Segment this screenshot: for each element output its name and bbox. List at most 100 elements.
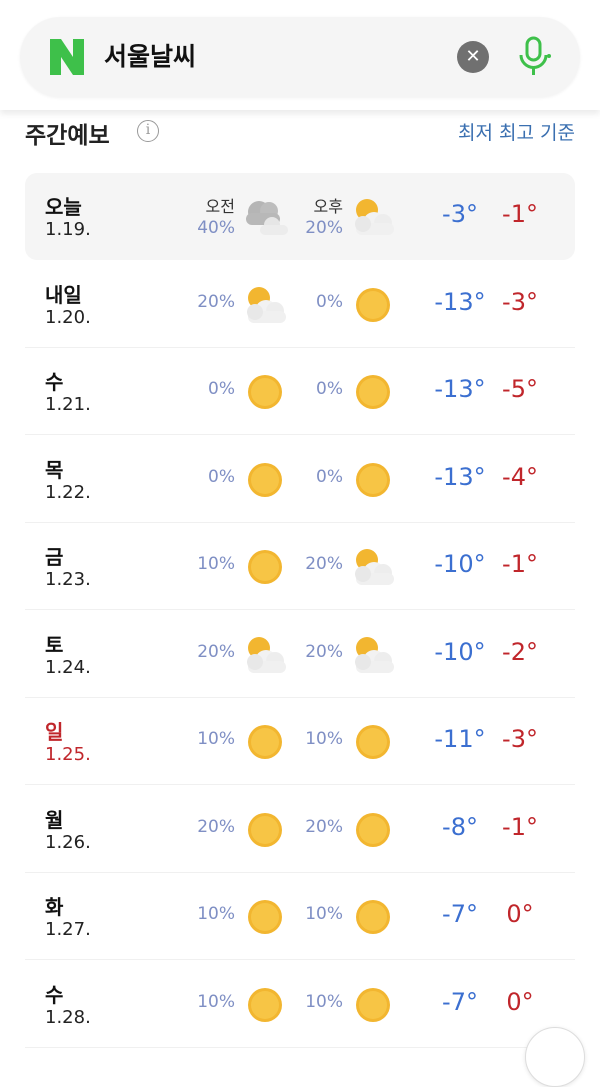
date-label: 1.23. (45, 569, 91, 590)
forecast-row[interactable]: 오늘 1.19. 오전 오후 40% 20% -3° -1° (25, 173, 575, 260)
day-label: 오늘 (45, 195, 82, 219)
low-temp: -13° (434, 462, 486, 491)
date-label: 1.26. (45, 831, 91, 853)
pm-precip: 10% (305, 991, 343, 1012)
pm-precip: 0% (316, 379, 343, 399)
am-precip: 0% (208, 466, 235, 487)
low-temp: -10° (434, 550, 486, 578)
high-temp: -2° (502, 637, 538, 666)
partly-cloudy-icon (355, 549, 394, 585)
date-label: 1.24. (45, 656, 91, 678)
sunny-icon (248, 725, 282, 759)
forecast-row[interactable]: 토 1.24. 20% 20% -10° -2° (25, 611, 575, 698)
day-label: 일 (45, 720, 64, 744)
sort-toggle[interactable]: 최저 최고 기준 (458, 122, 575, 144)
search-bar[interactable]: 서울날씨 ✕ (20, 17, 580, 97)
sunny-icon (356, 462, 390, 497)
am-precip: 10% (197, 904, 235, 924)
day-label: 금 (45, 545, 64, 569)
am-label: 오전 (205, 197, 235, 216)
section-title: 주간예보 (25, 123, 110, 149)
high-temp: 0° (506, 900, 534, 928)
day-label: 수 (45, 982, 64, 1007)
pm-precip: 20% (305, 218, 343, 238)
date-label: 1.21. (45, 394, 91, 415)
forecast-row[interactable]: 일 1.25. 10% 10% -11° -3° (25, 698, 575, 785)
date-label: 1.25. (45, 744, 91, 765)
partly-cloudy-icon (355, 636, 394, 673)
pm-precip: 10% (305, 729, 343, 749)
high-temp: -5° (502, 375, 538, 403)
sunny-icon (356, 725, 390, 759)
sunny-icon (356, 375, 390, 409)
pm-precip: 0% (316, 466, 343, 487)
am-precip: 20% (197, 816, 235, 837)
high-temp: -4° (502, 462, 538, 491)
day-label: 목 (45, 457, 64, 482)
sunny-icon (248, 375, 282, 409)
low-temp: -11° (434, 725, 486, 753)
am-precip: 10% (197, 554, 235, 574)
am-precip: 0% (208, 379, 235, 399)
sunny-icon (248, 550, 282, 584)
am-precip: 10% (197, 729, 235, 749)
day-label: 토 (45, 632, 64, 657)
forecast-row[interactable]: 수 1.21. 0% 0% -13° -5° (25, 348, 575, 435)
day-label: 월 (45, 807, 64, 832)
search-header: 서울날씨 ✕ (0, 0, 600, 110)
sunny-icon (248, 812, 282, 847)
sunny-icon (356, 987, 390, 1022)
pm-precip: 20% (305, 816, 343, 837)
high-temp: 0° (506, 987, 534, 1016)
high-temp: -1° (502, 550, 538, 578)
partly-cloudy-icon (355, 199, 394, 235)
sunny-icon (248, 462, 282, 497)
sunny-icon (248, 900, 282, 934)
naver-logo (50, 39, 84, 75)
day-label: 화 (45, 895, 64, 919)
low-temp: -13° (434, 375, 486, 403)
high-temp: -1° (502, 200, 538, 228)
scroll-top-button[interactable] (525, 1027, 585, 1087)
pm-precip: 20% (305, 554, 343, 574)
partly-cloudy-icon (247, 636, 286, 673)
low-temp: -3° (442, 200, 478, 228)
am-precip: 40% (197, 218, 235, 238)
pm-precip: 20% (305, 641, 343, 662)
forecast-row[interactable]: 금 1.23. 10% 20% -10° -1° (25, 523, 575, 610)
am-precip: 20% (197, 641, 235, 662)
am-precip: 10% (197, 991, 235, 1012)
low-temp: -7° (442, 900, 478, 928)
info-icon[interactable]: i (137, 120, 159, 142)
low-temp: -13° (434, 287, 486, 316)
forecast-row[interactable]: 내일 1.20. 20% 0% -13° -3° (25, 261, 575, 348)
date-label: 1.27. (45, 919, 91, 940)
date-label: 1.20. (45, 306, 91, 328)
date-label: 1.28. (45, 1006, 91, 1028)
pm-precip: 10% (305, 904, 343, 924)
forecast-row[interactable]: 목 1.22. 0% 0% -13° -4° (25, 436, 575, 523)
am-precip: 20% (197, 291, 235, 312)
search-input[interactable]: 서울날씨 (104, 42, 197, 71)
forecast-row[interactable]: 화 1.27. 10% 10% -7° 0° (25, 873, 575, 960)
date-label: 1.19. (45, 219, 91, 240)
high-temp: -3° (502, 725, 538, 753)
sunny-icon (356, 287, 390, 322)
day-label: 수 (45, 370, 64, 394)
partly-cloudy-icon (247, 286, 286, 323)
forecast-row[interactable]: 수 1.28. 10% 10% -7° 0° (25, 961, 575, 1048)
forecast-row[interactable]: 월 1.26. 20% 20% -8° -1° (25, 786, 575, 873)
high-temp: -3° (502, 287, 538, 316)
pm-label: 오후 (313, 197, 343, 216)
low-temp: -8° (442, 812, 478, 841)
microphone-icon[interactable] (514, 35, 554, 79)
cloudy-icon (246, 201, 288, 235)
sunny-icon (356, 900, 390, 934)
high-temp: -1° (502, 812, 538, 841)
date-label: 1.22. (45, 481, 91, 503)
pm-precip: 0% (316, 291, 343, 312)
close-icon[interactable]: ✕ (457, 41, 489, 73)
low-temp: -10° (434, 637, 486, 666)
sunny-icon (356, 812, 390, 847)
sunny-icon (248, 987, 282, 1022)
